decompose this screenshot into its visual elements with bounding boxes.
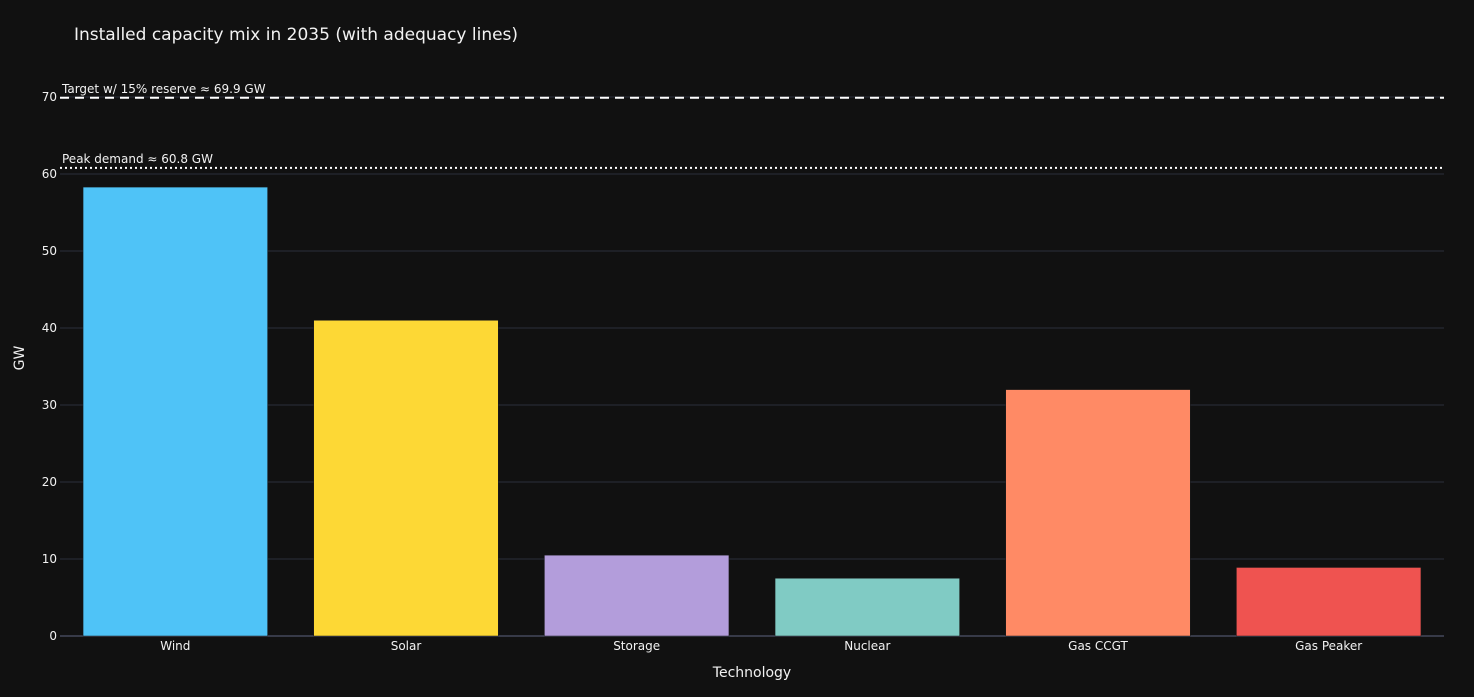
bar-solar [313,320,499,637]
x-tick-label-wind: Wind [160,639,190,653]
peak-demand-annotation: Peak demand ≈ 60.8 GW [62,152,213,166]
reserve-target-annotation: Target w/ 15% reserve ≈ 69.9 GW [61,82,266,96]
y-tick-label-30: 30 [42,398,57,412]
x-tick-labels: Wind Solar Storage Nuclear Gas CCGT Gas Peake… [160,639,1362,653]
y-tick-label-0: 0 [49,629,57,643]
y-tick-label-40: 40 [42,321,57,335]
y-tick-label-70: 70 [42,90,57,104]
y-tick-label-10: 10 [42,552,57,566]
grid-layer [60,96,1444,637]
x-axis-title: Technology [712,665,791,681]
x-tick-label-storage: Storage [613,639,660,653]
bars-layer [82,186,1422,637]
y-axis-title: GW [12,346,28,371]
bar-storage [544,554,730,637]
reference-lines-layer: Peak demand ≈ 60.8 GW Target w/ 15% reser… [60,82,1444,169]
bar-gas-ccgt [1005,389,1191,637]
bar-wind [82,186,268,637]
x-tick-label-nuclear: Nuclear [844,639,890,653]
x-tick-label-gas-ccgt: Gas CCGT [1068,639,1128,653]
bar-gas-peaker [1236,567,1422,637]
bar-nuclear [774,578,960,637]
y-tick-label-50: 50 [42,244,57,258]
y-tick-labels: 0 10 20 30 40 50 60 70 [42,90,57,643]
y-tick-label-60: 60 [42,167,57,181]
x-tick-label-gas-peaker: Gas Peaker [1295,639,1362,653]
x-tick-label-solar: Solar [391,639,422,653]
y-tick-label-20: 20 [42,475,57,489]
chart-title: Installed capacity mix in 2035 (with ade… [74,25,518,45]
